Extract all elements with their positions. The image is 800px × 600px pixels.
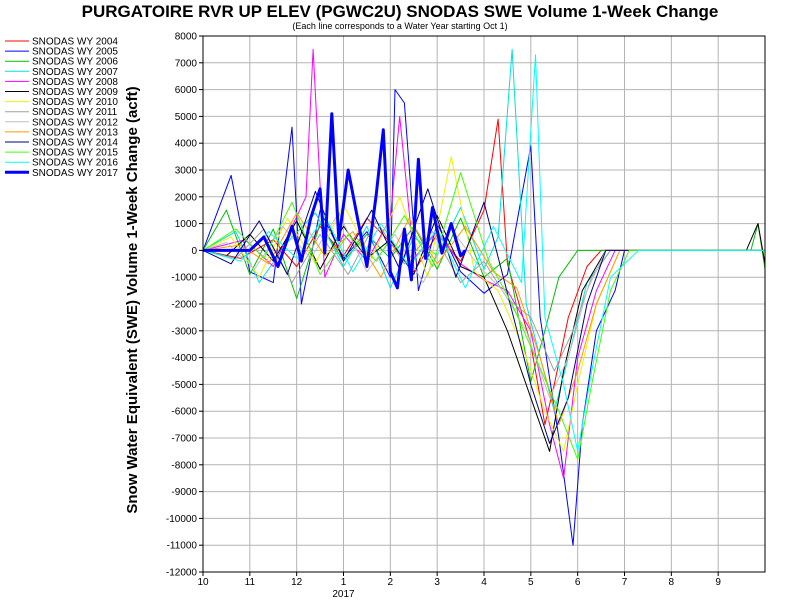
- series-line-wy2015: [202, 172, 765, 460]
- y-tick-label: -10000: [166, 514, 198, 525]
- legend-label: SNODAS WY 2013: [32, 127, 118, 138]
- legend-label: SNODAS WY 2010: [32, 97, 118, 108]
- y-tick-label: -12000: [166, 568, 198, 579]
- y-tick-label: -3000: [171, 326, 197, 337]
- y-tick-label: -1000: [171, 273, 197, 284]
- y-tick-label: -4000: [171, 353, 197, 364]
- x-tick-label: 8: [669, 577, 675, 588]
- series-line-wy2012: [202, 212, 765, 399]
- series-line-wy2014: [202, 188, 765, 444]
- y-tick-label: 2000: [175, 192, 198, 203]
- x-tick-label: 6: [575, 577, 581, 588]
- legend-label: SNODAS WY 2006: [32, 57, 118, 68]
- y-tick-label: 0: [191, 246, 197, 257]
- y-tick-label: -5000: [171, 380, 197, 391]
- legend-label: SNODAS WY 2014: [32, 138, 118, 149]
- x-tick-label: 2: [388, 577, 394, 588]
- y-tick-label: 1000: [175, 219, 198, 230]
- y-tick-label: -7000: [171, 434, 197, 445]
- y-tick-label: -9000: [171, 487, 197, 498]
- chart-subtitle: (Each line corresponds to a Water Year s…: [292, 21, 507, 31]
- x-tick-label: 7: [622, 577, 628, 588]
- y-tick-label: -11000: [167, 541, 198, 552]
- legend-label: SNODAS WY 2012: [32, 117, 118, 128]
- x-year-label: 2017: [332, 589, 355, 600]
- x-tick-label: 11: [245, 577, 256, 588]
- legend-label: SNODAS WY 2015: [32, 148, 118, 159]
- x-tick-label: 5: [528, 577, 534, 588]
- legend-label: SNODAS WY 2007: [32, 67, 118, 78]
- legend-label: SNODAS WY 2005: [32, 47, 118, 58]
- series-line-wy2016: [202, 54, 765, 452]
- legend-label: SNODAS WY 2011: [32, 107, 118, 118]
- legend-label: SNODAS WY 2004: [32, 37, 118, 48]
- y-tick-label: -2000: [171, 300, 197, 311]
- y-tick-label: -8000: [171, 460, 197, 471]
- series-line-wy2006: [202, 209, 766, 383]
- x-tick-label: 1: [341, 577, 347, 588]
- x-tick-label: 10: [197, 577, 209, 588]
- series-line-wy2013: [202, 212, 765, 426]
- series-line-wy2009: [202, 215, 766, 452]
- y-tick-label: 4000: [175, 139, 198, 150]
- legend-label: SNODAS WY 2016: [32, 158, 118, 169]
- legend-label: SNODAS WY 2008: [32, 77, 118, 88]
- series-layer: [202, 48, 766, 546]
- axis-ticks: 8000 7000 6000 5000 4000 3000 2000 1000 0 -1000 -2…: [166, 32, 722, 600]
- x-tick-label: 12: [291, 577, 303, 588]
- x-tick-label: 3: [434, 577, 440, 588]
- legend-label: SNODAS WY 2017: [32, 168, 118, 179]
- x-tick-label: 4: [481, 577, 487, 588]
- y-tick-label: 8000: [175, 32, 198, 43]
- x-tick-label: 9: [715, 577, 721, 588]
- y-tick-label: 3000: [175, 166, 198, 177]
- y-tick-label: 6000: [175, 85, 198, 96]
- grid-lines: [203, 35, 765, 573]
- legend-label: SNODAS WY 2009: [32, 87, 118, 98]
- chart-title: PURGATOIRE RVR UP ELEV (PGWC2U) SNODAS S…: [82, 2, 719, 21]
- y-tick-label: 5000: [175, 112, 198, 123]
- series-line-wy2017: [203, 112, 467, 290]
- series-line-wy2010: [202, 156, 765, 452]
- y-tick-label: 7000: [175, 58, 198, 69]
- y-axis-label: Snow Water Equivalent (SWE) Volume 1-Wee…: [124, 86, 141, 513]
- y-tick-label: -6000: [171, 407, 197, 418]
